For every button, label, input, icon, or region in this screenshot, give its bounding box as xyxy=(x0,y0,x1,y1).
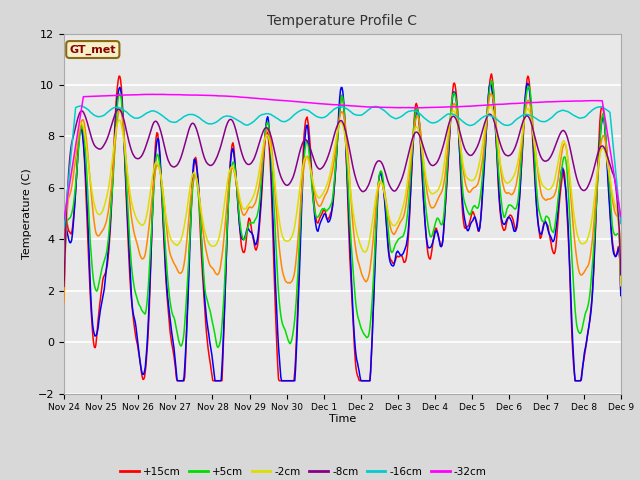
Y-axis label: Temperature (C): Temperature (C) xyxy=(22,168,32,259)
Title: Temperature Profile C: Temperature Profile C xyxy=(268,14,417,28)
Text: GT_met: GT_met xyxy=(70,44,116,55)
Legend: +15cm, +10cm, +5cm, 0cm, -2cm, -8cm, -16cm, -32cm: +15cm, +10cm, +5cm, 0cm, -2cm, -8cm, -16… xyxy=(116,463,491,480)
X-axis label: Time: Time xyxy=(329,414,356,424)
